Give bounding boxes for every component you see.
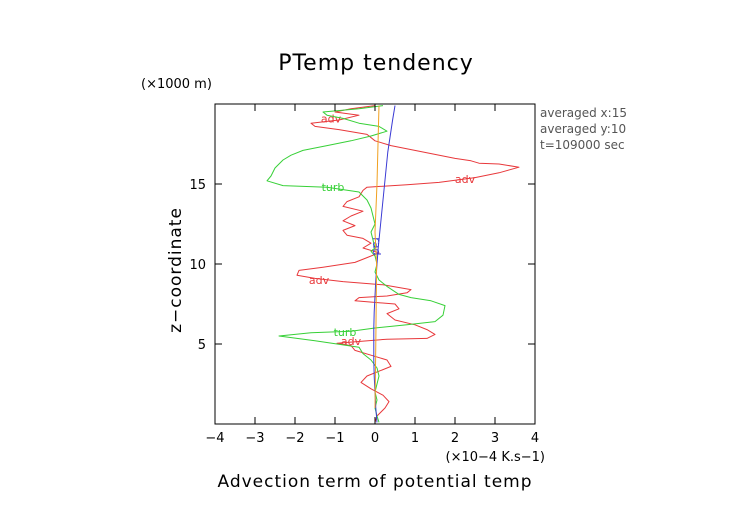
series-label-rad: rad [370, 237, 383, 255]
info-line-2: averaged y:10 [540, 122, 626, 136]
info-line-1: averaged x:15 [540, 106, 627, 120]
series-label-adv: adv [341, 335, 362, 348]
y-axis-label: z−coordinate [166, 207, 186, 333]
x-tick-label: −1 [325, 431, 344, 446]
x-axis-unit: (×10−4 K.s−1) [446, 450, 545, 465]
y-axis-unit: (×1000 m) [141, 77, 212, 92]
x-tick-label: 2 [451, 431, 459, 446]
y-tick-label: 10 [189, 258, 206, 273]
chart-title: PTemp tendency [278, 51, 474, 76]
y-tick-label: 15 [189, 178, 206, 193]
x-tick-label: 3 [491, 431, 499, 446]
series-label-adv: adv [455, 173, 476, 186]
x-tick-label: −3 [245, 431, 264, 446]
info-panel: averaged x:15 averaged y:10 t=109000 sec [540, 106, 627, 152]
info-line-3: t=109000 sec [540, 138, 625, 152]
series-label-turb: turb [322, 181, 345, 194]
ticks-layer: −4 −3 −2 −1 0 1 2 3 4 5 10 15 [189, 104, 539, 446]
x-tick-label: 0 [371, 431, 379, 446]
x-tick-label: 4 [531, 431, 539, 446]
series-label-turb: turb [334, 326, 357, 339]
x-axis-label: Advection term of potential temp [217, 472, 532, 492]
x-tick-label: 1 [411, 431, 419, 446]
series-line-adv [296, 105, 520, 423]
y-tick-label: 5 [198, 338, 206, 353]
series-label-adv: adv [321, 112, 342, 125]
x-tick-label: −4 [205, 431, 224, 446]
series-line-unlabeled [374, 105, 380, 409]
series-line-turb [266, 105, 446, 423]
series-label-adv: adv [309, 274, 330, 287]
x-tick-label: −2 [285, 431, 304, 446]
